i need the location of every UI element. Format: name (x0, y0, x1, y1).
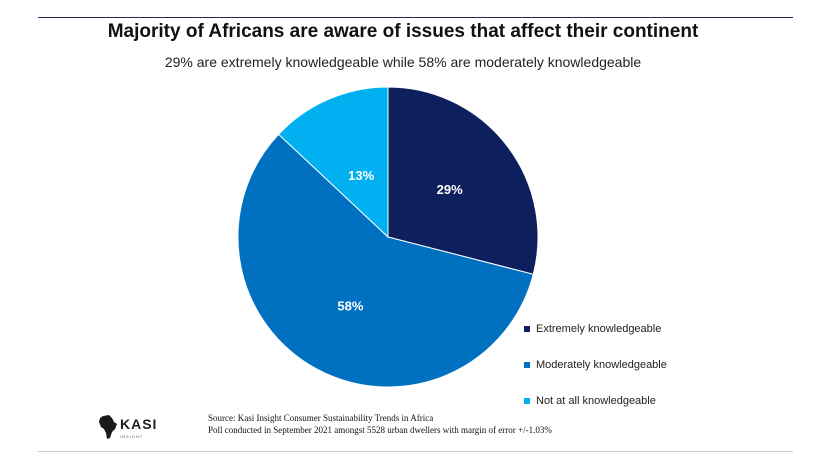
legend-item-not-at-all: Not at all knowledgeable (524, 383, 667, 419)
legend-swatch (524, 326, 530, 332)
source-line: Source: Kasi Insight Consumer Sustainabi… (208, 413, 434, 423)
slice-label-0: 29% (437, 182, 463, 197)
pie-slice-0 (387, 86, 539, 275)
legend-item-extremely: Extremely knowledgeable (524, 311, 667, 347)
source-note: Source: Kasi Insight Consumer Sustainabi… (208, 412, 552, 436)
top-rule (38, 17, 793, 18)
chart-subtitle: 29% are extremely knowledgeable while 58… (164, 54, 642, 70)
africa-map-icon (99, 415, 117, 439)
bottom-rule (38, 451, 793, 452)
slice-label-1: 58% (337, 298, 363, 313)
legend-swatch (524, 362, 530, 368)
legend-item-moderately: Moderately knowledgeable (524, 347, 667, 383)
slice-label-2: 13% (348, 168, 374, 183)
chart-title: Majority of Africans are aware of issues… (107, 21, 699, 42)
legend-label: Extremely knowledgeable (536, 323, 662, 335)
source-line: Poll conducted in September 2021 amongst… (208, 425, 552, 435)
logo-subtext: INSIGHT (120, 434, 144, 439)
pie-slice-2 (277, 86, 389, 239)
kasi-logo: KASI INSIGHT (98, 414, 178, 442)
legend: Extremely knowledgeable Moderately knowl… (524, 311, 667, 419)
legend-label: Moderately knowledgeable (536, 359, 667, 371)
legend-label: Not at all knowledgeable (536, 395, 656, 407)
pie-slice-1 (237, 133, 534, 388)
logo-text: KASI (120, 416, 158, 432)
legend-swatch (524, 398, 530, 404)
